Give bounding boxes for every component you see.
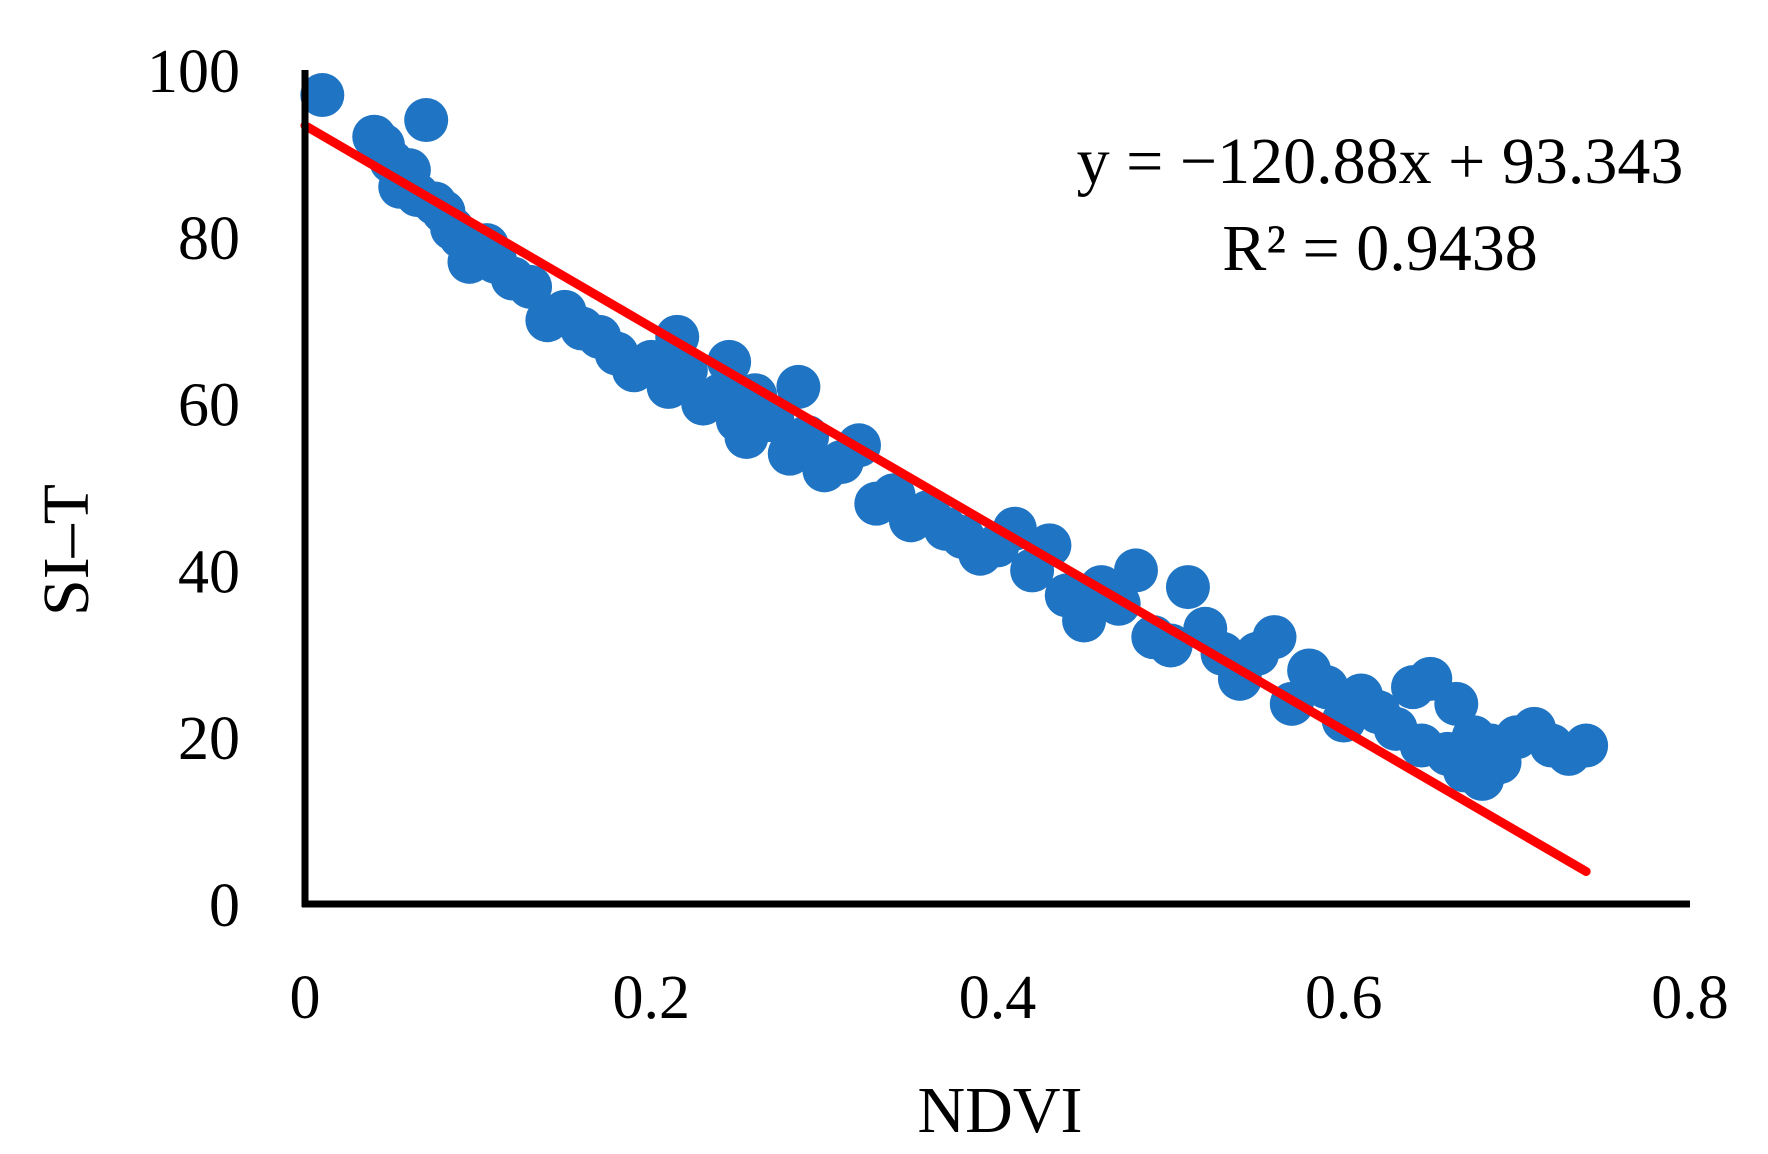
data-point xyxy=(1062,598,1107,643)
data-point xyxy=(404,98,449,143)
data-point xyxy=(1165,565,1210,610)
y-tick-label: 20 xyxy=(178,705,240,773)
trendline xyxy=(300,121,1591,877)
data-point xyxy=(1252,615,1297,660)
y-tick-label: 0 xyxy=(209,872,240,940)
x-tick-label: 0.6 xyxy=(1305,964,1383,1032)
data-point xyxy=(992,506,1037,551)
data-point xyxy=(1564,723,1609,768)
data-point xyxy=(776,364,821,409)
y-tick-label: 100 xyxy=(147,38,240,106)
x-tick-label: 0.8 xyxy=(1651,964,1729,1032)
x-tick-label: 0.2 xyxy=(613,964,691,1032)
data-point xyxy=(1434,681,1479,726)
data-point xyxy=(1304,665,1349,710)
x-axis-title: NDVI xyxy=(918,1074,1083,1147)
data-point xyxy=(300,73,345,118)
y-tick-label: 60 xyxy=(178,372,240,440)
trendline-equation: y = −120.88x + 93.343 xyxy=(1077,125,1684,198)
data-point xyxy=(508,264,553,309)
r-squared-label: R² = 0.9438 xyxy=(1222,212,1538,285)
x-tick-label: 0 xyxy=(290,964,321,1032)
data-points xyxy=(300,73,1609,801)
x-tick-label: 0.4 xyxy=(959,964,1037,1032)
data-point xyxy=(707,339,752,384)
tick-labels: 0 0.2 0.4 0.6 0.8 0 20 40 60 80 100 xyxy=(147,38,1729,1032)
data-point xyxy=(1114,548,1158,593)
y-tick-label: 40 xyxy=(178,538,240,606)
y-tick-label: 80 xyxy=(178,205,240,273)
y-axis-title: SI–T xyxy=(30,484,103,616)
data-point xyxy=(663,348,708,393)
